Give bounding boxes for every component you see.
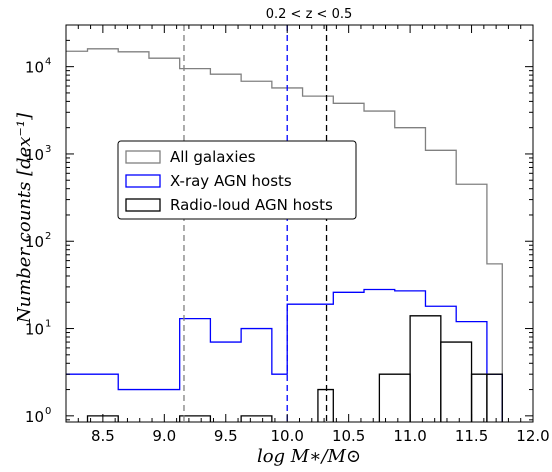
y-tick-exponent-3: 3 xyxy=(45,144,51,155)
x-tick-label-7: 12.0 xyxy=(516,427,549,445)
y-tick-label-2: 10 xyxy=(25,233,44,251)
x-axis-label: log M∗/M⊙ xyxy=(257,446,361,467)
x-tick-label-3: 10.0 xyxy=(271,427,304,445)
y-tick-label-1: 10 xyxy=(25,321,44,339)
y-tick-exponent-0: 0 xyxy=(45,406,51,417)
x-tick-label-5: 11.0 xyxy=(393,427,426,445)
x-tick-label-2: 9.5 xyxy=(214,427,238,445)
chart-title: 0.2 < z < 0.5 xyxy=(266,7,353,22)
legend-swatch-radio-loud-agn-hosts xyxy=(125,198,161,212)
series-radio-loud-agn-hosts xyxy=(86,315,503,422)
legend-label-x-ray-agn-hosts: X-ray AGN hosts xyxy=(170,172,292,190)
legend-frame xyxy=(117,140,357,220)
legend-label-radio-loud-agn-hosts: Radio-loud AGN hosts xyxy=(170,196,333,214)
x-tick-label-1: 9.0 xyxy=(152,427,176,445)
series-x-ray-agn-hosts xyxy=(66,288,503,422)
bar-radio-loud-agn-hosts-2 xyxy=(240,415,273,422)
y-tick-exponent-4: 4 xyxy=(45,57,51,68)
x-tick-label-6: 11.5 xyxy=(455,427,488,445)
series-all-galaxies xyxy=(66,48,503,422)
bar-radio-loud-agn-hosts-7 xyxy=(470,373,488,422)
x-tick-label-0: 8.5 xyxy=(91,427,115,445)
bar-radio-loud-agn-hosts-5 xyxy=(409,315,442,422)
legend-swatch-all-galaxies xyxy=(125,150,161,164)
y-tick-exponent-1: 1 xyxy=(45,319,51,330)
bar-radio-loud-agn-hosts-3 xyxy=(317,388,334,422)
y-tick-label-0: 10 xyxy=(25,408,44,426)
bar-radio-loud-agn-hosts-6 xyxy=(440,341,473,422)
y-tick-exponent-2: 2 xyxy=(45,231,51,242)
bar-radio-loud-agn-hosts-4 xyxy=(378,373,411,422)
y-axis-label: Number counts [dex⁻¹] xyxy=(14,112,35,324)
bar-radio-loud-agn-hosts-8 xyxy=(486,373,503,422)
x-tick-label-4: 10.5 xyxy=(332,427,365,445)
legend-label-all-galaxies: All galaxies xyxy=(170,148,256,166)
y-tick-label-3: 10 xyxy=(25,146,44,164)
plot-content xyxy=(66,25,503,422)
y-tick-label-4: 10 xyxy=(25,59,44,77)
legend: All galaxies X-ray AGN hosts Radio-loud AG… xyxy=(117,140,357,220)
plot-frame xyxy=(65,24,534,423)
legend-swatch-x-ray-agn-hosts xyxy=(125,174,161,188)
bar-radio-loud-agn-hosts-1 xyxy=(179,415,212,422)
